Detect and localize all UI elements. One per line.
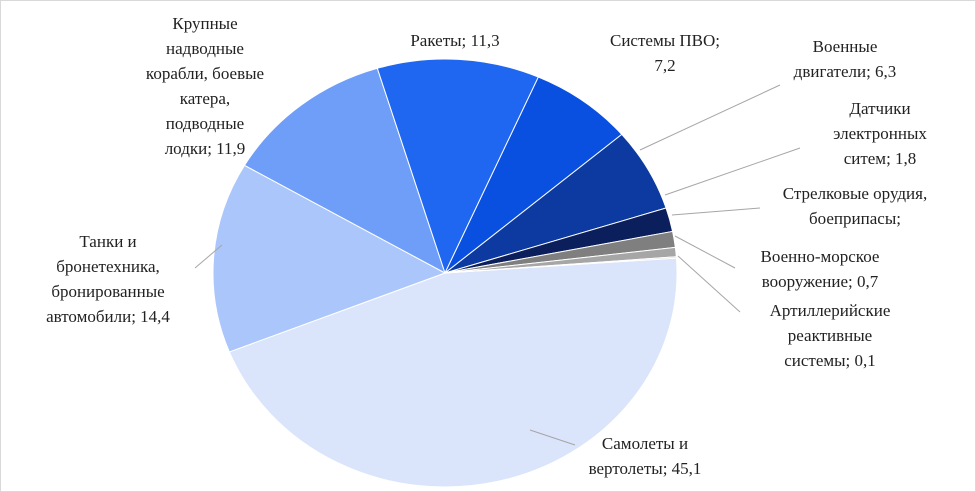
label-line: автомобили; 14,4	[46, 307, 170, 326]
label-line: боеприпасы;	[809, 209, 901, 228]
data-label: Военно-морское вооружение; 0,7	[761, 247, 880, 291]
label-line: Военно-морское	[761, 247, 880, 266]
leader-line	[671, 207, 761, 216]
data-label: Системы ПВО; 7,2	[610, 31, 720, 75]
label-line: двигатели; 6,3	[794, 62, 897, 81]
label-line: Датчики	[849, 99, 910, 118]
label-line: Крупные	[172, 14, 237, 33]
leader-line	[194, 244, 223, 269]
label-line: Системы ПВО;	[610, 31, 720, 50]
label-line: Танки и	[79, 232, 136, 251]
leader-line	[529, 429, 576, 446]
leader-line	[677, 255, 741, 313]
data-label: Танки и бронетехника, бронированные автомоб…	[46, 232, 170, 326]
leader-line	[674, 235, 736, 269]
label-line: бронированные	[51, 282, 164, 301]
label-line: лодки; 11,9	[165, 139, 246, 158]
data-label: Крупные надводные корабли, боевые катера, по…	[146, 14, 264, 158]
label-line: подводные	[166, 114, 244, 133]
pie-slice	[212, 164, 447, 353]
data-label: Самолеты и вертолеты; 45,1	[589, 434, 702, 478]
label-line: катера,	[180, 89, 230, 108]
data-label: Артиллерийские реактивные системы; 0,1	[770, 301, 891, 370]
label-line: корабли, боевые	[146, 64, 264, 83]
label-line: Ракеты; 11,3	[410, 31, 499, 50]
label-line: надводные	[166, 39, 244, 58]
label-line: 7,2	[654, 56, 675, 75]
data-label: Ракеты; 11,3	[410, 31, 499, 50]
label-line: Артиллерийские	[770, 301, 891, 320]
label-line: реактивные	[788, 326, 872, 345]
label-line: Стрелковые орудия,	[783, 184, 927, 203]
label-line: вертолеты; 45,1	[589, 459, 702, 478]
label-line: ситем; 1,8	[844, 149, 917, 168]
label-line: системы; 0,1	[784, 351, 876, 370]
pie-slice	[444, 76, 623, 274]
leader-line	[639, 84, 781, 151]
label-line: бронетехника,	[56, 257, 160, 276]
data-label: Стрелковые орудия, боеприпасы;	[783, 184, 927, 228]
label-line: вооружение; 0,7	[762, 272, 879, 291]
data-label: Военные двигатели; 6,3	[794, 37, 897, 81]
pie-slice	[376, 58, 540, 275]
data-label: Датчики электронных ситем; 1,8	[833, 99, 927, 168]
label-line: электронных	[833, 124, 927, 143]
leader-line	[664, 147, 801, 196]
label-line: Самолеты и	[602, 434, 688, 453]
pie-slice	[444, 256, 677, 274]
pie-slice	[228, 257, 678, 488]
label-line: Военные	[813, 37, 878, 56]
pie-slice	[243, 67, 446, 275]
